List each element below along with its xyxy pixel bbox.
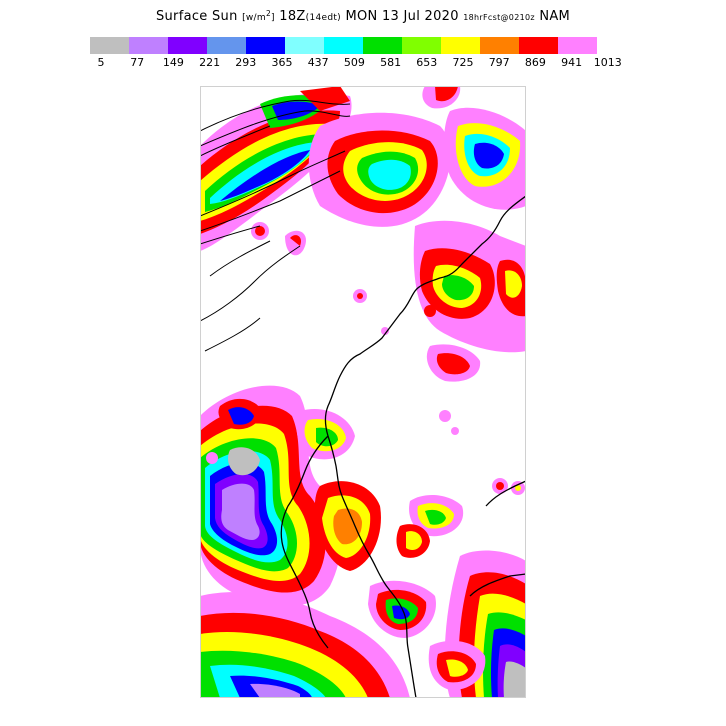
legend-swatch [441, 37, 480, 54]
legend-label: 797 [488, 56, 510, 69]
legend-label: 221 [199, 56, 221, 69]
legend-swatch [402, 37, 441, 54]
legend-label: 149 [162, 56, 184, 69]
legend-label: 509 [343, 56, 365, 69]
title-units: [w/m2] [242, 9, 275, 23]
coastline [280, 195, 526, 698]
legend-label: 77 [130, 56, 145, 69]
legend-swatch [207, 37, 246, 54]
title-date: MON 13 Jul 2020 [345, 9, 459, 24]
radiation-field-north-central [308, 86, 526, 227]
legend-swatch [558, 37, 597, 54]
solar-radiation-map [200, 86, 526, 698]
title-field: Surface Sun [155, 9, 238, 24]
legend-label: 437 [307, 56, 329, 69]
legend-swatch [285, 37, 324, 54]
no-data-region [200, 351, 206, 411]
legend-label: 581 [380, 56, 402, 69]
color-legend-labels: 5 77 149 221 293 365 437 509 581 653 725 797 869 941 1… [0, 56, 726, 70]
radiation-field-scattered [206, 211, 525, 495]
map-title: Surface Sun [w/m2] 18Z(14edt) MON 13 Jul… [0, 9, 726, 24]
title-valid-local: (14edt) [305, 13, 341, 23]
title-valid-z: 18Z [279, 9, 306, 24]
legend-label: 1013 [593, 56, 622, 69]
legend-label: 869 [524, 56, 546, 69]
legend-label: 5 [97, 56, 105, 69]
radiation-field-southwest [200, 385, 381, 606]
title-forecast: 18hrFcst@0210z [463, 13, 535, 22]
legend-label: 653 [416, 56, 438, 69]
legend-swatch [363, 37, 402, 54]
contour-lines [200, 99, 351, 352]
legend-swatch [324, 37, 363, 54]
legend-label: 941 [561, 56, 583, 69]
legend-swatch [90, 37, 129, 54]
title-model: NAM [539, 9, 571, 24]
legend-swatch [246, 37, 285, 54]
radiation-field-east [413, 220, 526, 382]
legend-swatch [519, 37, 558, 54]
legend-label: 725 [452, 56, 474, 69]
legend-swatch [480, 37, 519, 54]
legend-label: 365 [271, 56, 293, 69]
legend-label: 293 [235, 56, 257, 69]
legend-swatch [168, 37, 207, 54]
legend-swatch [129, 37, 168, 54]
color-legend [90, 37, 597, 54]
map-frame [200, 86, 526, 698]
radiation-field-south [200, 494, 526, 698]
